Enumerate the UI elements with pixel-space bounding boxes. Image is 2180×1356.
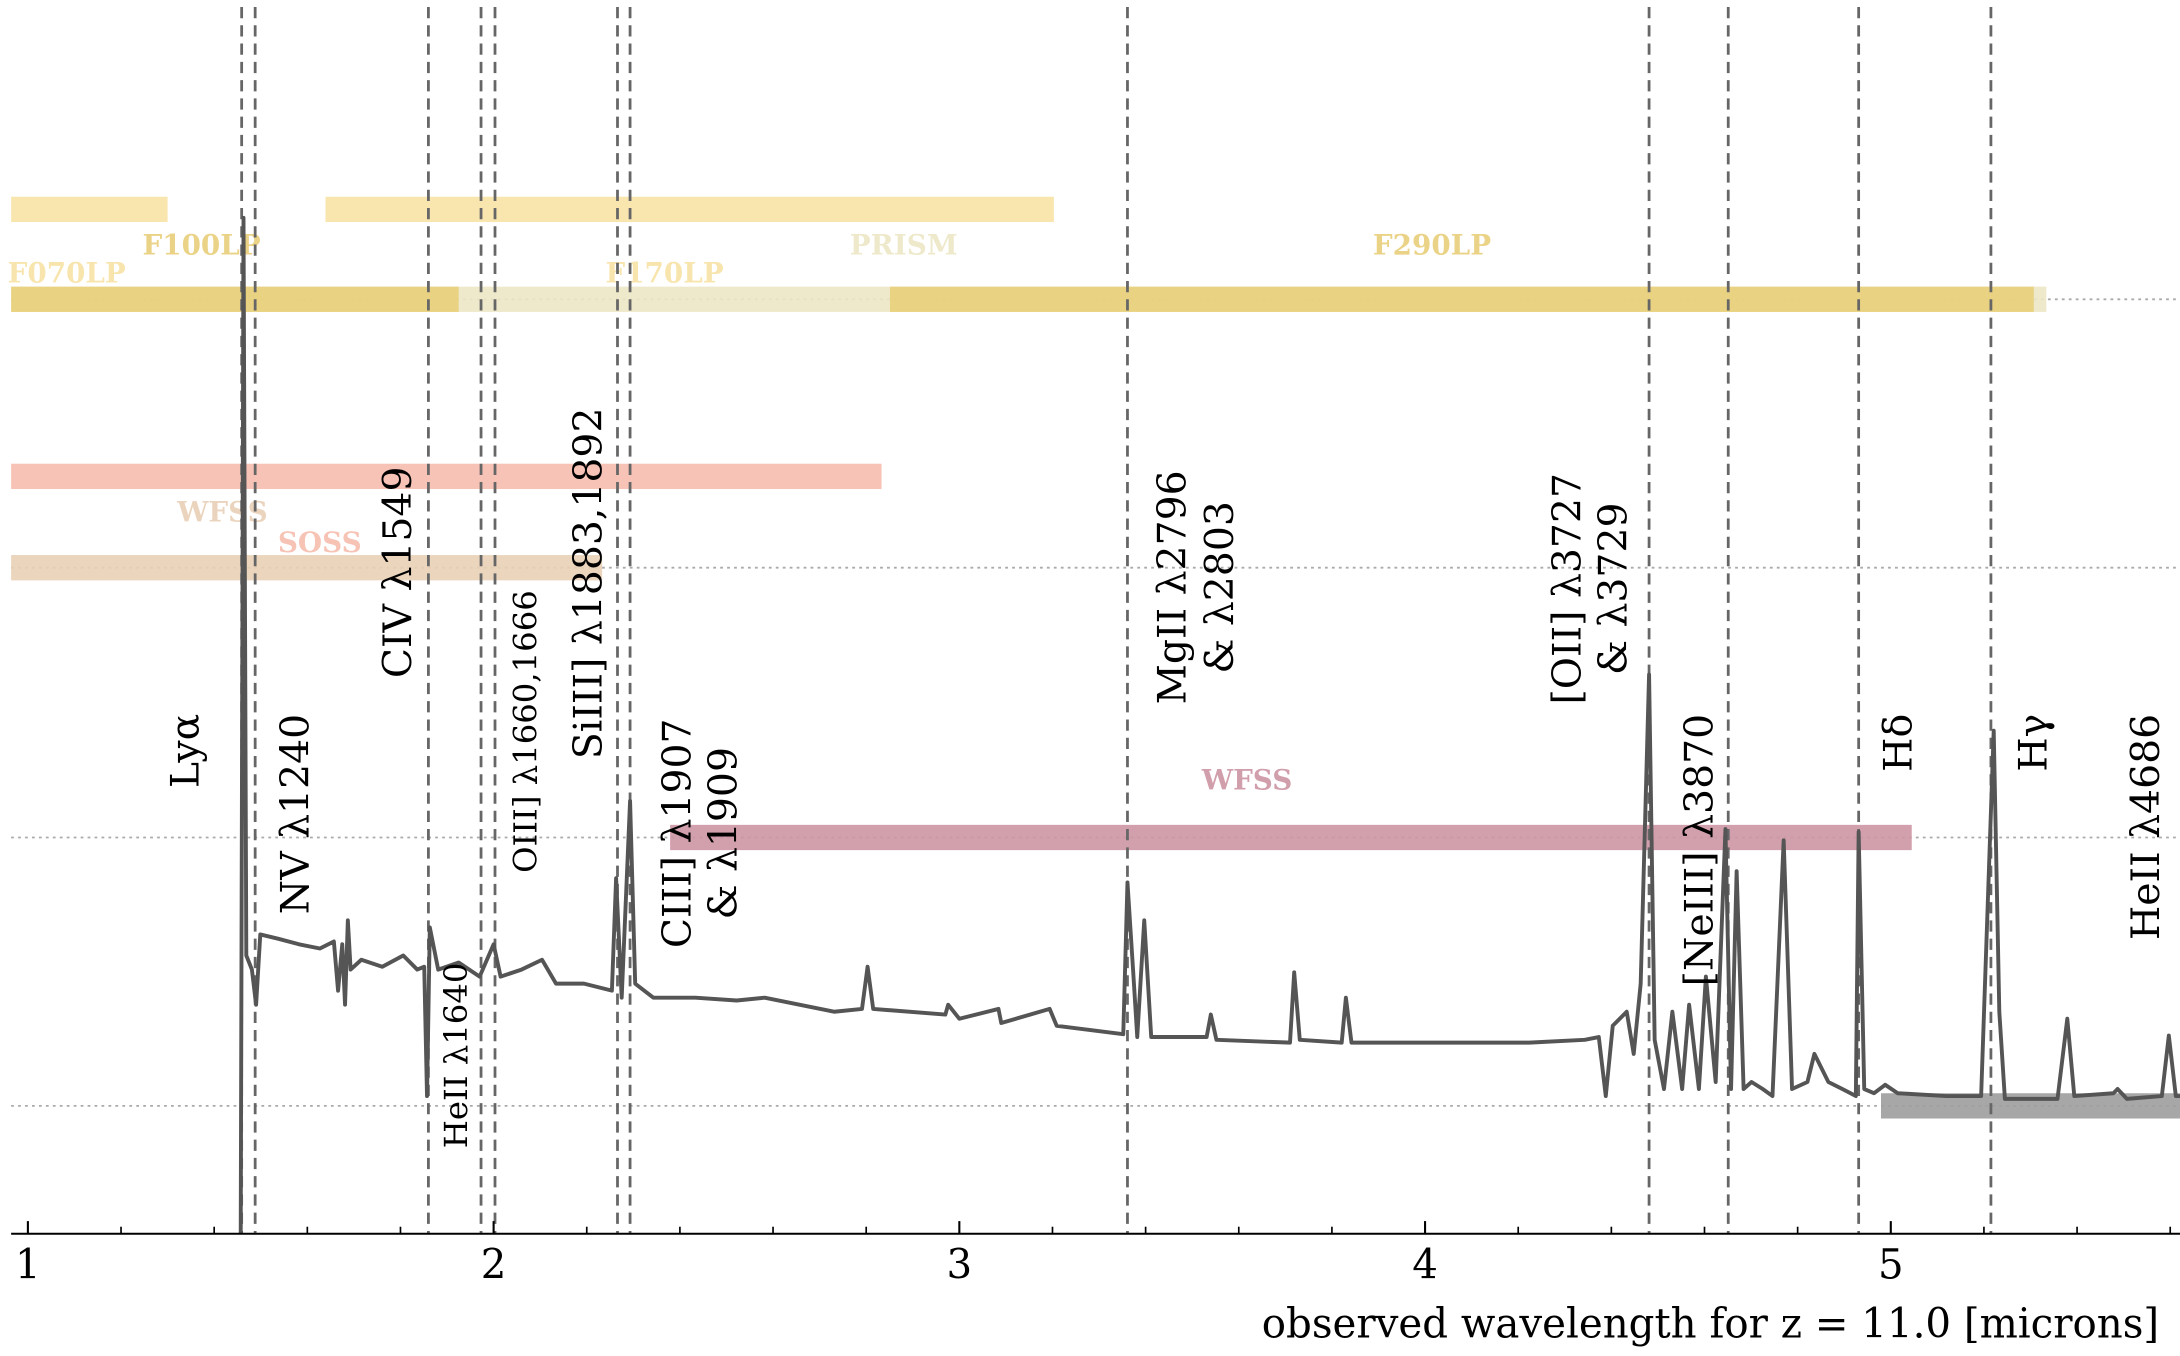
line-label: SiIII] λ1883,1892 bbox=[567, 408, 612, 760]
band-label: F170LP bbox=[605, 256, 723, 289]
line-label: HeII λ4686 bbox=[2124, 714, 2169, 940]
line-label: & λ3729 bbox=[1592, 502, 1637, 675]
x-tick-label: 3 bbox=[947, 1241, 973, 1289]
line-label: [OII] λ3727 bbox=[1546, 473, 1591, 705]
line-label: CIV λ1549 bbox=[376, 467, 421, 679]
x-axis-label: observed wavelength for z = 11.0 [micron… bbox=[1262, 1300, 2159, 1348]
x-tick-label: 2 bbox=[481, 1241, 507, 1289]
band-label: WFSS bbox=[1201, 764, 1292, 797]
band bbox=[889, 286, 2034, 312]
line-label: MgII λ2796 bbox=[1151, 470, 1196, 704]
band bbox=[11, 463, 882, 490]
x-tick-label: 5 bbox=[1878, 1241, 1904, 1289]
band bbox=[670, 824, 1912, 851]
band-label: SOSS bbox=[278, 526, 362, 559]
line-label: HeII λ1640 bbox=[437, 963, 475, 1149]
line-label: [NeIII] λ3870 bbox=[1678, 714, 1723, 987]
band bbox=[11, 196, 168, 223]
line-label: & λ2803 bbox=[1198, 501, 1243, 674]
line-label: NV λ1240 bbox=[274, 714, 319, 914]
line-label: Lyα bbox=[164, 714, 209, 788]
band bbox=[325, 196, 1054, 223]
line-label: CIII] λ1907 bbox=[656, 718, 701, 948]
band-label: PRISM bbox=[850, 228, 958, 261]
x-tick-label: 1 bbox=[15, 1241, 41, 1289]
band-label: F290LP bbox=[1373, 228, 1491, 261]
line-label: Hγ bbox=[2011, 714, 2056, 772]
spectrum-line bbox=[238, 215, 2180, 1234]
x-tick-label: 4 bbox=[1412, 1241, 1438, 1289]
band-label: WFSS bbox=[176, 495, 267, 528]
line-label: OIII] λ1660,1666 bbox=[507, 590, 545, 873]
band-label: F070LP bbox=[8, 256, 126, 289]
band bbox=[11, 555, 603, 581]
band bbox=[11, 286, 459, 312]
line-label: & λ1909 bbox=[702, 747, 747, 920]
line-label: Hδ bbox=[1877, 714, 1922, 772]
